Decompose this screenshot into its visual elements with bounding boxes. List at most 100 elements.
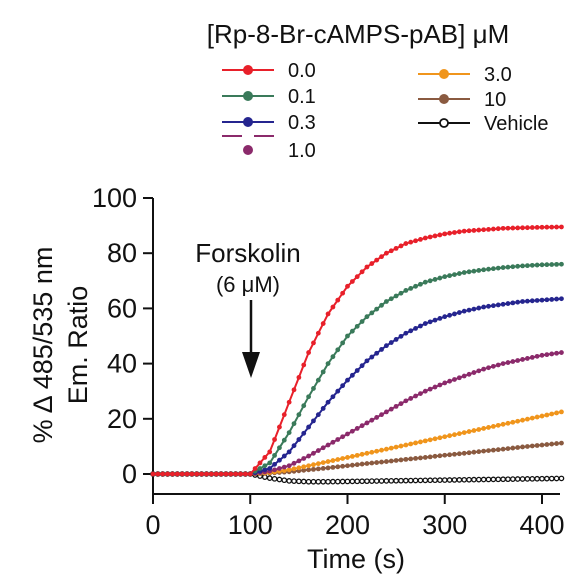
data-point	[407, 477, 414, 484]
data-point	[277, 466, 282, 471]
data-point	[476, 368, 482, 374]
data-point	[267, 466, 273, 471]
data-point	[466, 307, 472, 313]
data-point	[519, 476, 526, 482]
data-point	[398, 401, 404, 407]
data-point	[320, 445, 326, 451]
data-point	[442, 434, 448, 440]
data-point	[238, 471, 243, 477]
data-point	[281, 468, 287, 473]
data-point	[505, 225, 511, 231]
data-point	[306, 453, 311, 459]
data-point	[228, 471, 234, 477]
data-point	[286, 449, 292, 455]
data-point	[520, 263, 525, 269]
data-point	[495, 447, 501, 453]
data-point	[388, 406, 394, 412]
data-point	[412, 477, 419, 484]
data-point	[291, 443, 297, 449]
data-point	[345, 455, 350, 460]
data-point	[364, 314, 370, 320]
data-point	[427, 234, 433, 240]
data-point	[510, 225, 516, 231]
data-point	[417, 477, 424, 484]
data-point	[379, 459, 384, 465]
data-point	[481, 426, 487, 431]
data-point	[364, 264, 370, 270]
y-tick-label: 0	[122, 459, 137, 489]
data-point	[359, 319, 365, 324]
data-point	[354, 323, 360, 329]
data-point	[286, 478, 292, 484]
data-point	[340, 340, 346, 346]
data-point	[534, 414, 540, 420]
data-point	[515, 263, 521, 269]
data-point	[490, 226, 496, 232]
data-point	[354, 478, 361, 485]
data-point	[485, 476, 492, 483]
data-point	[427, 477, 434, 484]
y-tick-label: 20	[107, 404, 137, 434]
data-point	[422, 388, 428, 394]
series-vehicle	[150, 471, 565, 485]
data-point	[378, 478, 385, 484]
x-tick-label: 400	[519, 510, 564, 540]
data-point	[418, 237, 423, 242]
data-point	[359, 478, 365, 485]
data-point	[349, 478, 356, 485]
data-point	[267, 449, 273, 455]
data-point	[291, 387, 297, 393]
data-point	[272, 461, 277, 467]
data-point	[529, 354, 535, 360]
data-point	[315, 448, 321, 453]
data-point	[301, 430, 307, 436]
data-point	[559, 261, 564, 267]
data-point	[505, 476, 511, 483]
data-point	[490, 423, 496, 429]
data-point	[554, 441, 559, 446]
data-point	[481, 448, 487, 454]
data-point	[218, 471, 224, 477]
data-point	[388, 296, 394, 302]
data-point	[437, 316, 443, 321]
data-point	[509, 476, 516, 482]
x-tick-label: 0	[145, 510, 160, 540]
data-point	[335, 437, 341, 442]
data-point	[325, 361, 331, 366]
data-point	[490, 476, 497, 483]
data-point	[500, 476, 506, 483]
data-point	[408, 396, 414, 401]
data-point	[286, 399, 292, 405]
data-point	[320, 460, 326, 466]
data-point	[160, 471, 166, 477]
data-point	[330, 304, 336, 310]
data-point	[306, 463, 311, 469]
data-point	[461, 270, 467, 275]
data-point	[544, 442, 550, 447]
data-point	[403, 398, 409, 404]
annotation-label-line1: Forskolin	[195, 238, 300, 268]
data-point	[549, 262, 555, 267]
data-point	[442, 231, 448, 237]
series-line	[153, 442, 562, 475]
data-point	[525, 298, 530, 304]
data-point	[413, 283, 418, 289]
data-point	[544, 297, 550, 303]
data-point	[384, 299, 389, 304]
data-point	[398, 243, 404, 249]
data-point	[354, 274, 360, 280]
data-point	[208, 471, 214, 477]
data-point	[495, 362, 501, 368]
data-point	[447, 273, 453, 279]
data-point	[354, 368, 360, 373]
data-point	[456, 229, 462, 235]
data-point	[437, 382, 443, 388]
data-point	[559, 350, 564, 355]
data-point	[505, 360, 511, 365]
data-point	[315, 478, 322, 485]
data-point	[481, 366, 487, 372]
data-point	[495, 476, 502, 483]
data-point	[349, 462, 355, 468]
data-point	[466, 450, 472, 456]
